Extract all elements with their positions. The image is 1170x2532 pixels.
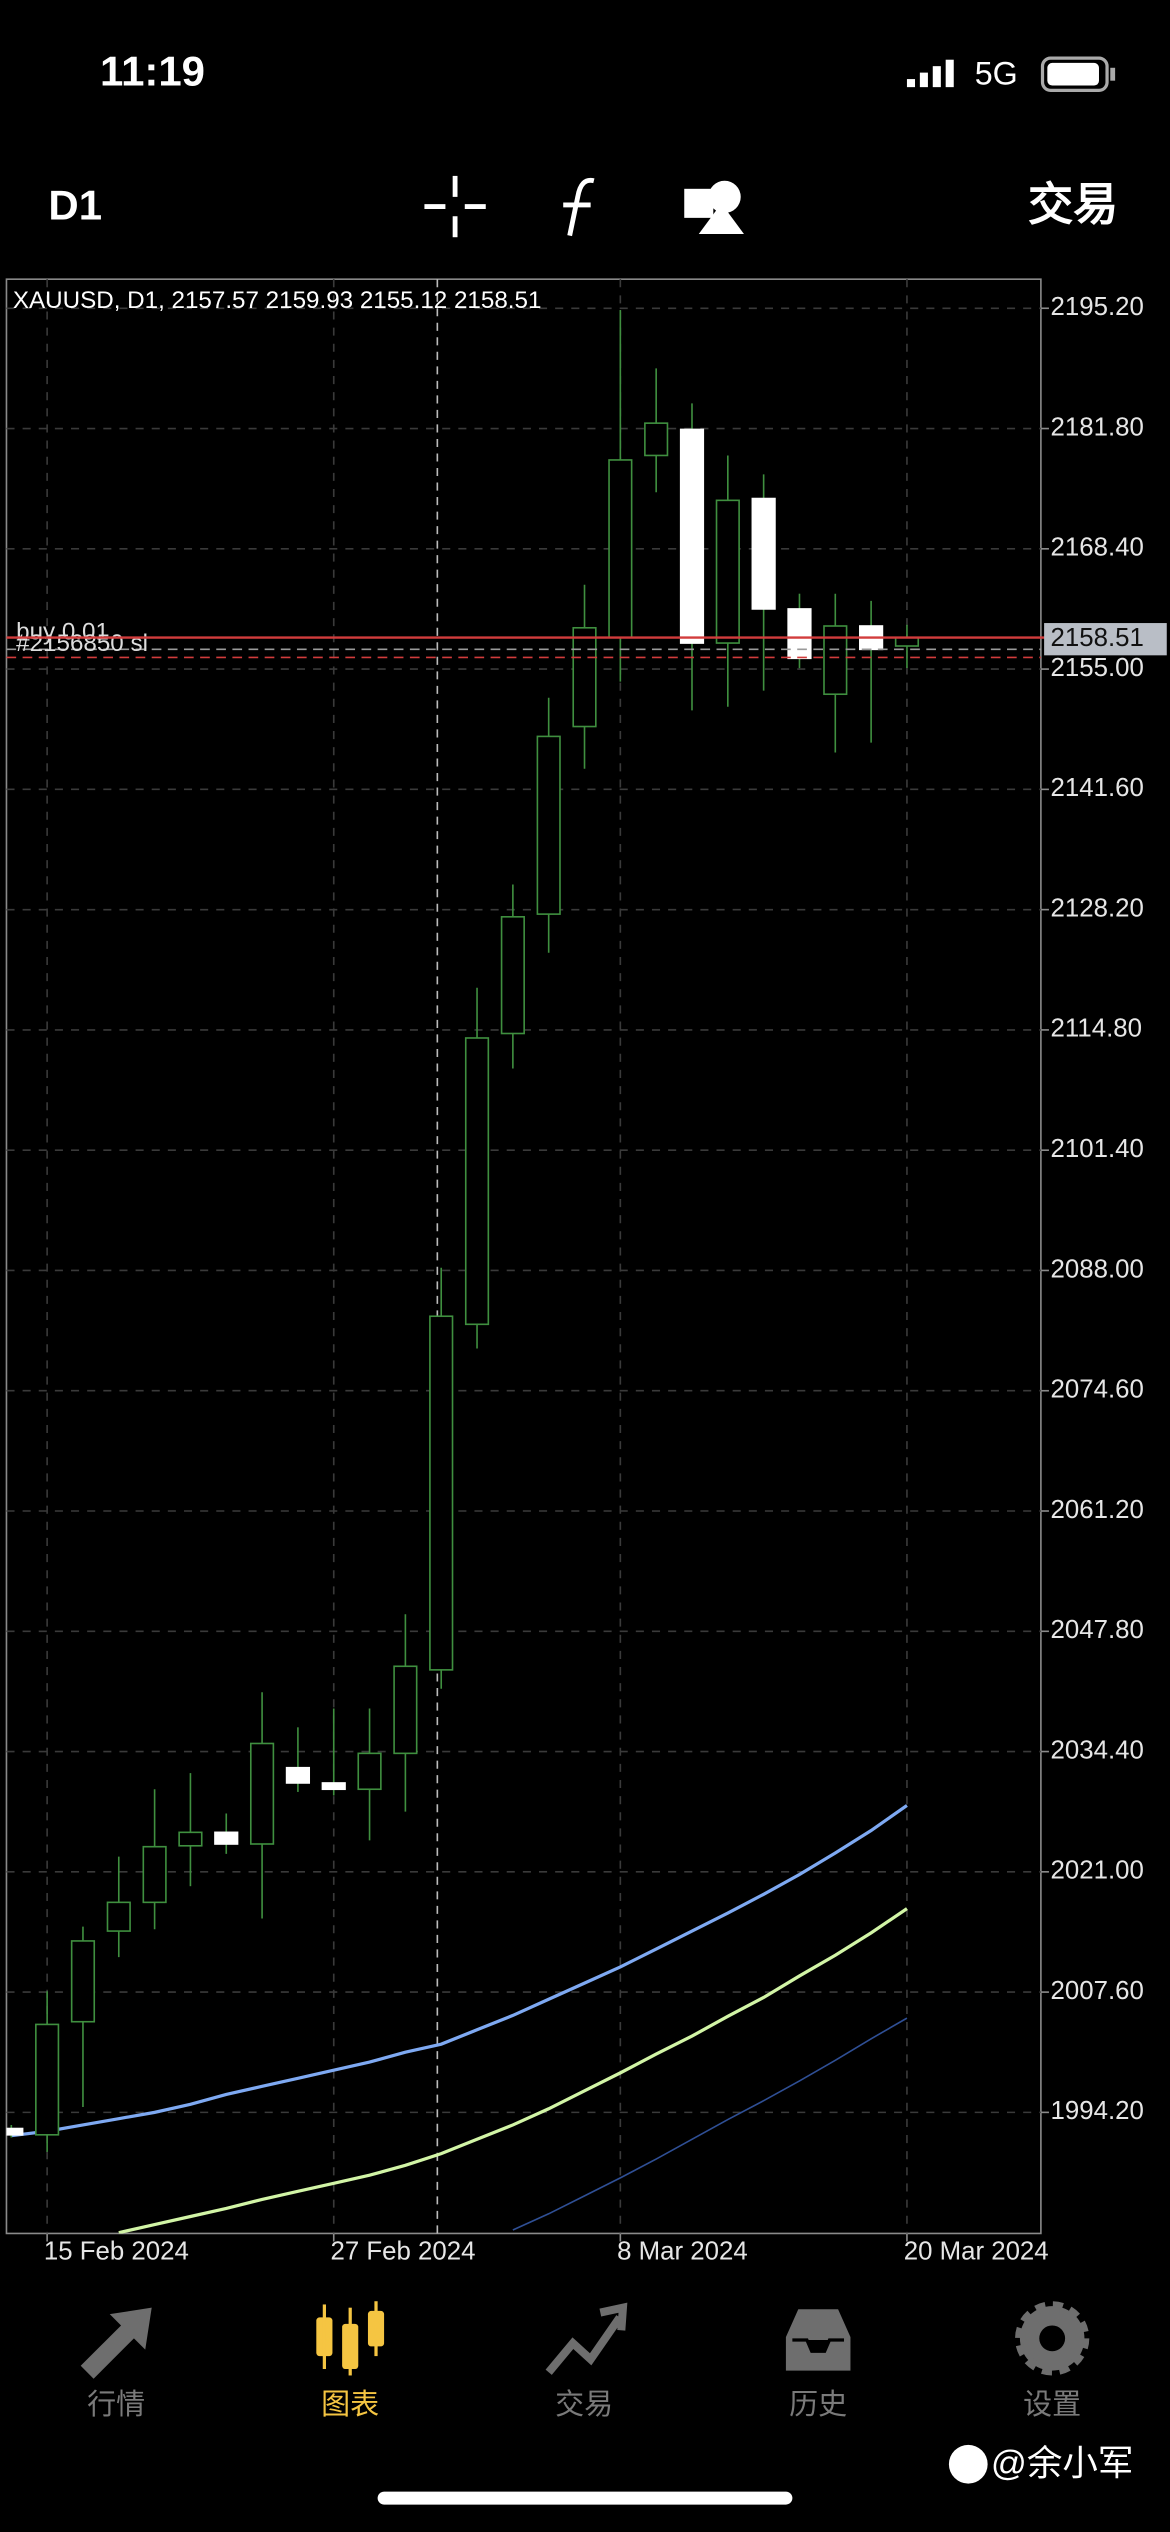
timeframe-button[interactable]: D1 xyxy=(48,181,102,228)
order-label: #2156850 sl xyxy=(16,630,148,657)
tab-label[interactable]: 设置 xyxy=(1023,2389,1081,2421)
candle-body xyxy=(787,608,812,660)
candle-body xyxy=(393,1665,418,1755)
y-tick-label: 1994.20 xyxy=(1051,2097,1144,2125)
x-tick-label: 27 Feb 2024 xyxy=(331,2238,476,2266)
tab-label[interactable]: 历史 xyxy=(789,2388,847,2421)
crosshair-button[interactable] xyxy=(424,175,486,238)
trade-button[interactable]: 交易 xyxy=(1028,179,1118,230)
y-tick-label: 2034.40 xyxy=(1051,1736,1144,1764)
candle-body xyxy=(249,1742,275,1845)
candle-body xyxy=(536,735,561,915)
y-tick-label: 2128.20 xyxy=(1051,894,1144,922)
tab-label[interactable]: 交易 xyxy=(555,2388,613,2421)
candle-body xyxy=(35,2023,60,2136)
last-price-box xyxy=(1044,623,1167,656)
candle-body xyxy=(429,1315,454,1671)
y-tick-label: 2141.60 xyxy=(1051,774,1144,802)
y-tick-label: 2155.00 xyxy=(1051,654,1144,682)
objects-button[interactable] xyxy=(684,180,744,234)
candle-body xyxy=(464,1037,490,1326)
x-tick-label: 8 Mar 2024 xyxy=(617,2238,748,2266)
candle-body xyxy=(715,499,740,644)
ma-line xyxy=(118,1907,908,2234)
status-time: 11:19 xyxy=(100,47,205,94)
plot-frame xyxy=(5,278,1042,2235)
candle-body xyxy=(572,626,597,728)
tab-label[interactable]: 图表 xyxy=(321,2388,379,2421)
x-tick-label: 15 Feb 2024 xyxy=(44,2238,189,2266)
plot-area xyxy=(6,310,920,2234)
watermark-text: @余小军 xyxy=(991,2443,1134,2483)
indicators-button[interactable] xyxy=(563,177,595,237)
battery-icon xyxy=(1040,56,1116,92)
last-price-label: 2158.51 xyxy=(1051,624,1144,652)
network-type: 5G xyxy=(975,55,1018,91)
candle-body xyxy=(142,1845,167,1904)
candle-body xyxy=(751,497,776,610)
y-tick-label: 2195.20 xyxy=(1051,293,1144,321)
signal-icon xyxy=(906,59,954,88)
chart-title: XAUUSD, D1, 2157.57 2159.93 2155.12 2158… xyxy=(13,287,542,314)
order-label: buy 0.01 xyxy=(16,619,109,646)
y-tick-label: 2114.80 xyxy=(1051,1015,1142,1043)
candle-body xyxy=(500,916,525,1035)
y-tick-label: 2061.20 xyxy=(1051,1496,1144,1524)
settings-icon[interactable] xyxy=(1015,2301,1090,2376)
tab-bar xyxy=(80,2301,1090,2379)
tab-label[interactable]: 行情 xyxy=(87,2388,145,2421)
home-indicator xyxy=(377,2491,793,2505)
candle-body xyxy=(823,625,848,696)
y-tick-label: 2007.60 xyxy=(1051,1977,1144,2005)
candle-body xyxy=(70,1940,96,2023)
watermark: @余小军 xyxy=(948,2443,1134,2484)
candle-body xyxy=(894,636,920,647)
quotes-icon[interactable] xyxy=(80,2307,152,2379)
candle-body xyxy=(285,1766,311,1784)
trade-icon[interactable] xyxy=(545,2302,628,2375)
ma-line xyxy=(512,2017,908,2231)
candle-body xyxy=(679,428,705,644)
history-icon[interactable] xyxy=(782,2306,854,2374)
candle-body xyxy=(321,1782,346,1791)
candle-body xyxy=(644,422,669,457)
candle-body xyxy=(357,1752,382,1791)
candle-body xyxy=(178,1831,203,1847)
y-tick-label: 2074.60 xyxy=(1051,1376,1144,1404)
y-tick-label: 2088.00 xyxy=(1051,1255,1144,1283)
chart-icon[interactable] xyxy=(316,2301,385,2376)
x-tick-label: 20 Mar 2024 xyxy=(904,2238,1049,2266)
candle-body xyxy=(106,1901,131,1932)
y-tick-label: 2181.80 xyxy=(1051,413,1144,441)
candle-body xyxy=(608,459,633,639)
y-tick-label: 2047.80 xyxy=(1051,1616,1144,1644)
ma-line xyxy=(11,1804,908,2138)
candle-body xyxy=(214,1831,239,1845)
y-tick-label: 2101.40 xyxy=(1051,1135,1144,1163)
axes: 1994.20 2007.60 2021.00 2034.40 2047.80 2061.… xyxy=(6,293,1167,2266)
y-tick-label: 2021.00 xyxy=(1051,1857,1144,1885)
candle-body xyxy=(6,2127,24,2136)
y-tick-label: 2168.40 xyxy=(1051,534,1144,562)
